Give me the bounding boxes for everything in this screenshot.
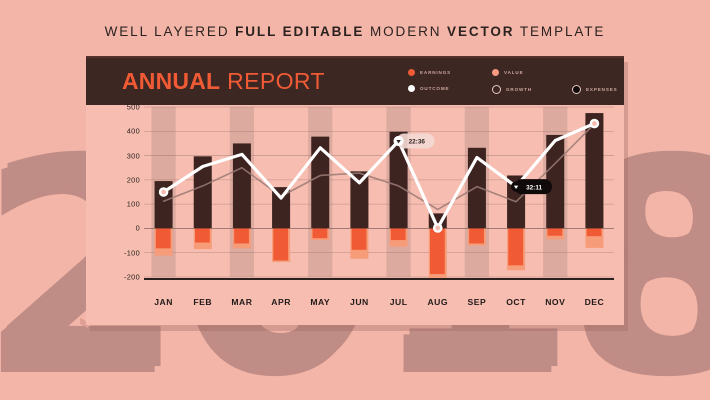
legend-item-earnings[interactable]: EARNINGS [408,69,451,76]
page-headline: WELL LAYERED FULL EDITABLE MODERN VECTOR… [0,24,710,39]
x-axis-tick-oct: OCT [506,297,526,307]
data-point-annotation: 22:36 [393,133,435,149]
card-header: ANNUAL REPORT EARNINGS VALUE OUTCOME GRO… [86,56,624,105]
line-point-marker [158,187,169,197]
bar-value [547,228,563,236]
bar-value [155,228,171,249]
bar-earnings [350,171,369,229]
bar-earnings [193,156,212,229]
legend-dot-growth [492,85,501,94]
bar-earnings [585,113,604,229]
y-axis-tick: 100 [126,199,140,209]
bar-value [312,228,328,239]
bar-value [195,228,210,243]
y-axis-labels: 500 400 300 200 100 0 -100 -200 [100,103,140,293]
x-axis-tick-aug: AUG [427,297,449,307]
bar-earnings [311,136,330,229]
legend-item-expenses[interactable]: EXPENSES [572,85,618,94]
bar-value [273,228,289,261]
bar-earnings [389,131,408,229]
legend-item-growth[interactable]: GROWTH [492,85,532,94]
legend-dot-value [492,69,499,76]
x-axis-tick-apr: APR [271,297,291,307]
bar-value [586,228,602,237]
bar-value [508,228,524,266]
legend-dot-expenses [572,85,581,94]
y-axis-tick: 0 [135,223,140,233]
annotation-label: 22:36 [409,139,426,146]
chart-canvas: 22:36 32:11 [86,103,624,303]
bar-value [430,228,445,275]
y-axis-tick: 500 [126,102,140,112]
bar-earnings [272,187,291,229]
x-axis-tick-jan: JAN [154,297,173,307]
x-axis-tick-feb: FEB [193,297,213,307]
headline-bold-1: FULL EDITABLE [235,24,365,39]
x-axis-tick-nov: NOV [545,297,566,307]
x-axis-tick-mar: MAR [231,297,253,307]
chart-svg: 22:36 32:11 [144,106,614,280]
annotation-caret [513,185,519,190]
bar-value [469,228,484,244]
annotation-bubble [396,133,435,149]
headline-part-1: WELL LAYERED [104,24,236,39]
legend-dot-outcome [408,85,415,92]
annotation-caret [396,140,401,144]
annotation-bubble [514,179,553,195]
line-point-marker [589,118,600,129]
headline-bold-2: VECTOR [447,24,515,39]
bar-value [234,228,249,244]
x-axis-tick-jun: JUN [350,297,369,307]
bar-earnings [232,143,251,229]
legend-item-outcome[interactable]: OUTCOME [408,85,449,92]
chart-plot-area: 500 400 300 200 100 0 -100 -200 JAN FEB MAR APR MAY… [86,103,624,325]
report-title-bold: ANNUAL [122,68,221,94]
headline-part-3: TEMPLATE [514,24,606,39]
x-axis-tick-sep: SEP [467,297,487,307]
report-title: ANNUAL REPORT [122,68,325,95]
y-axis-tick: 400 [126,126,140,136]
bar-value [390,228,406,241]
legend-label-earnings: EARNINGS [420,70,452,75]
legend-item-value[interactable]: VALUE [492,69,523,76]
legend-label-growth: GROWTH [506,87,533,92]
chart-legend: EARNINGS VALUE OUTCOME GROWTH EXPENSES [408,67,617,99]
line-growth [162,123,596,211]
headline-part-2: MODERN [364,24,448,39]
x-axis-tick-jul: JUL [389,297,408,307]
y-axis-tick: 300 [126,151,140,161]
x-axis-labels: JAN FEB MAR APR MAY JUN JUL AUG SEP OCT NOV DEC [144,287,614,315]
x-axis-tick-may: MAY [310,297,331,307]
line-point-marker [432,223,443,233]
line-outcome [161,121,597,230]
legend-dot-earnings [408,69,415,76]
legend-label-expenses: EXPENSES [586,87,618,92]
y-axis-tick: 200 [126,175,140,185]
legend-label-outcome: OUTCOME [420,86,450,91]
report-card: ANNUAL REPORT EARNINGS VALUE OUTCOME GRO… [86,56,624,325]
y-axis-tick: -200 [124,272,140,282]
report-title-light: REPORT [220,68,325,94]
y-axis-tick: -100 [124,248,140,258]
legend-label-value: VALUE [504,70,524,75]
data-point-annotation: 32:11 [510,179,553,195]
bar-value [351,228,367,250]
annotation-label: 32:11 [526,184,542,191]
x-axis-tick-dec: DEC [584,297,605,307]
